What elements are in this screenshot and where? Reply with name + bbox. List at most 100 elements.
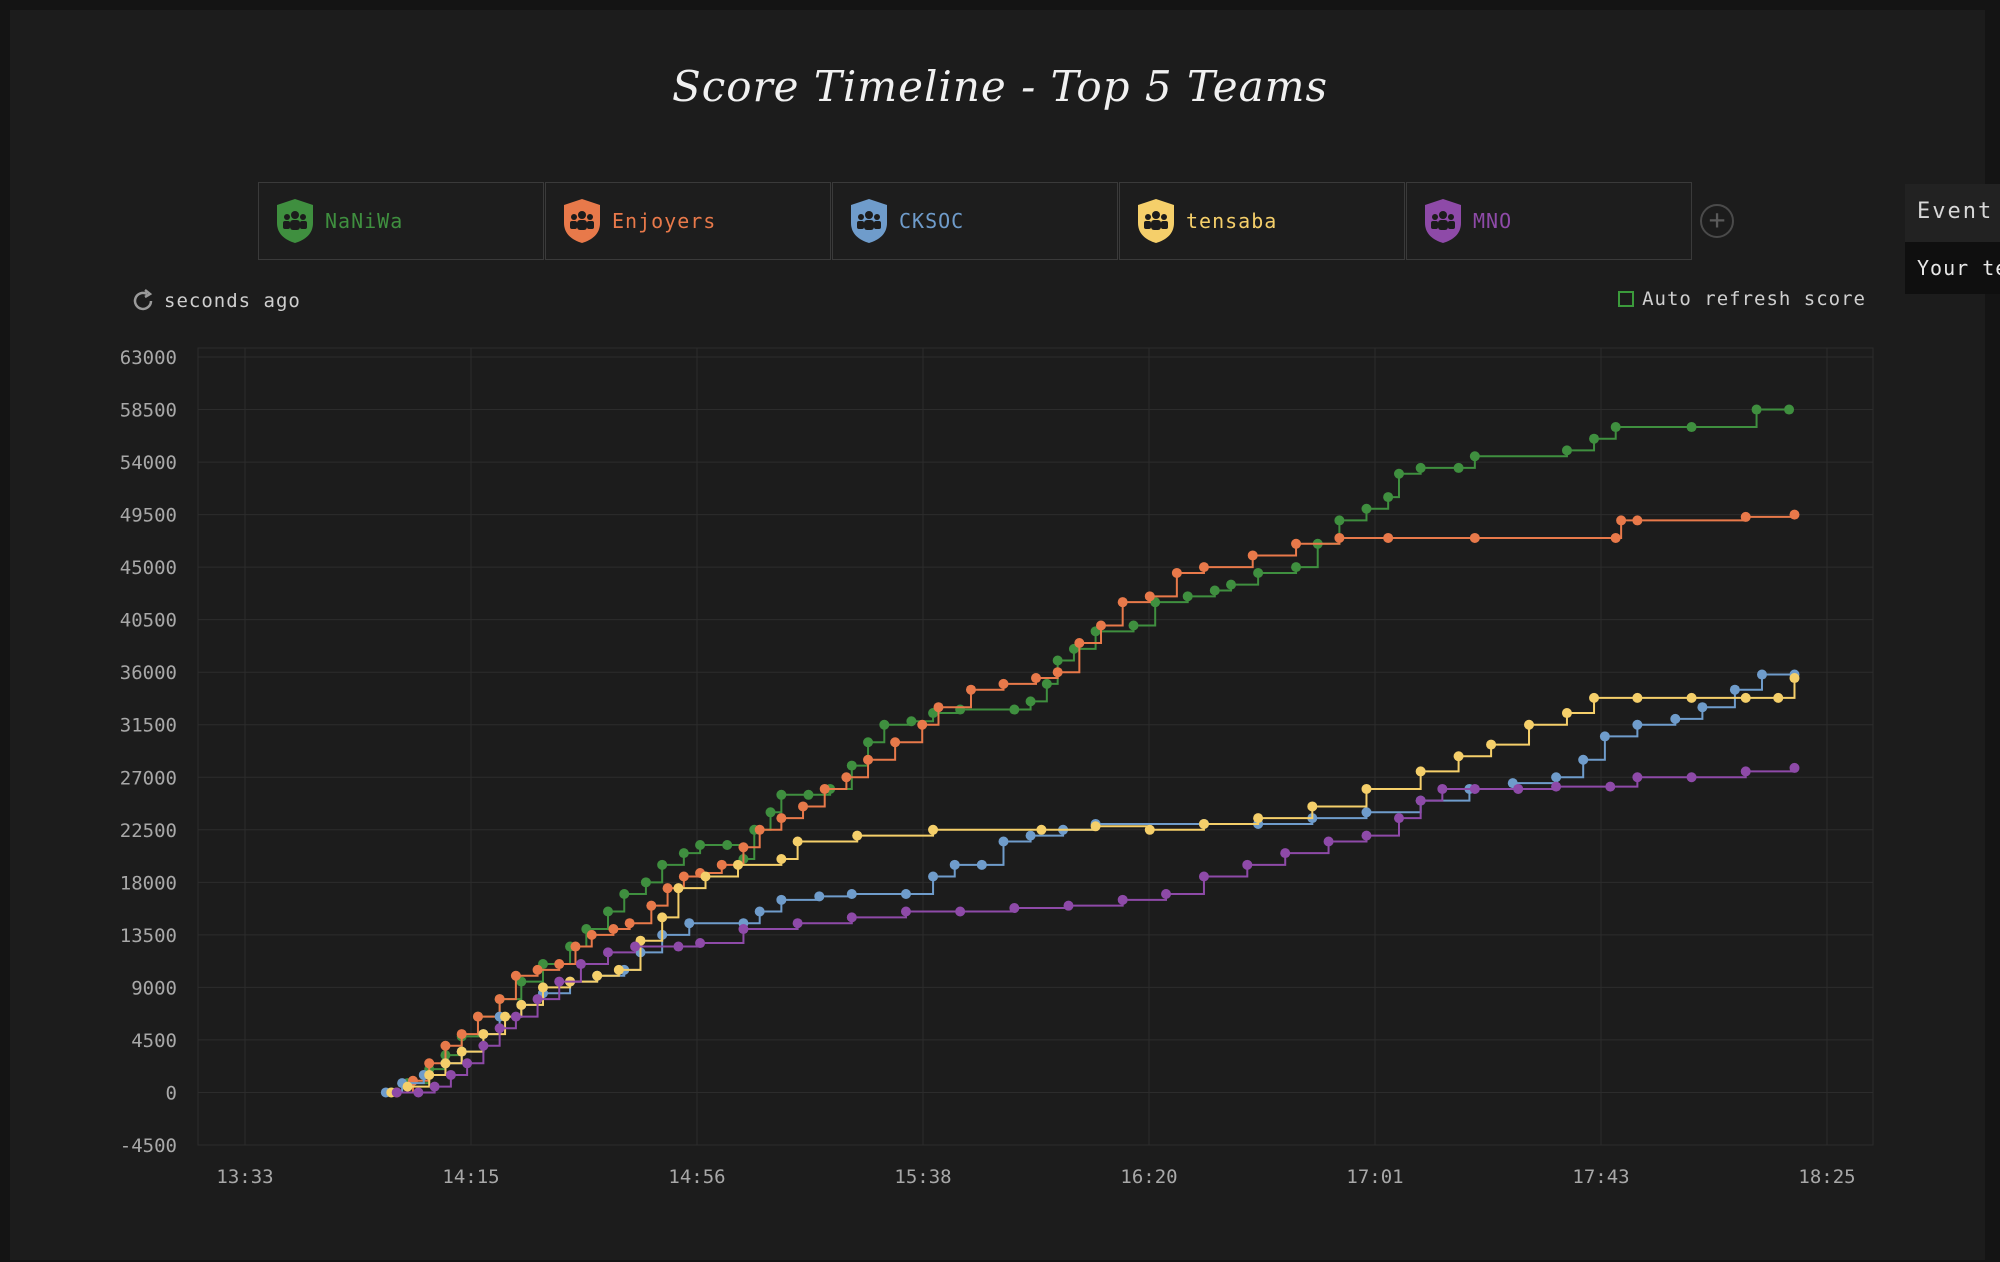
- data-point-tensaba: [1453, 751, 1464, 762]
- data-point-mno: [1686, 772, 1697, 783]
- data-point-naniwa: [1686, 422, 1697, 433]
- data-point-tensaba: [1632, 692, 1643, 703]
- team-legend: NaNiWa Enjoyers CKSOC tensaba MNO: [258, 182, 1693, 262]
- chart-title: Score Timeline - Top 5 Teams: [671, 62, 1329, 111]
- data-point-enjoyers: [570, 941, 581, 952]
- series-line-enjoyers: [396, 514, 1796, 1094]
- data-point-cksoc: [776, 894, 787, 905]
- add-team-button[interactable]: +: [1700, 204, 1734, 238]
- data-point-tensaba: [1036, 824, 1047, 835]
- data-point-cksoc: [1599, 731, 1610, 742]
- data-point-mno: [494, 1023, 505, 1034]
- legend-item-cksoc[interactable]: CKSOC: [832, 182, 1118, 260]
- data-point-naniwa: [695, 839, 706, 850]
- y-tick-label: 40500: [120, 610, 177, 632]
- data-point-enjoyers: [1198, 562, 1209, 573]
- legend-item-naniwa[interactable]: NaNiWa: [258, 182, 544, 260]
- data-point-cksoc: [1025, 830, 1036, 841]
- y-tick-label: -4500: [120, 1135, 177, 1157]
- refresh-status[interactable]: seconds ago: [130, 288, 301, 314]
- data-point-naniwa: [1751, 404, 1762, 415]
- data-point-cksoc: [1361, 807, 1372, 818]
- data-point-mno: [695, 938, 706, 949]
- data-point-tensaba: [1144, 824, 1155, 835]
- auto-refresh-label: Auto refresh score: [1642, 288, 1866, 310]
- data-point-cksoc: [928, 871, 939, 882]
- data-point-mno: [602, 947, 613, 958]
- data-point-tensaba: [1773, 692, 1784, 703]
- x-tick-label: 17:01: [1346, 1166, 1403, 1188]
- data-point-mno: [792, 918, 803, 929]
- data-point-tensaba: [700, 871, 711, 882]
- x-tick-label: 14:15: [442, 1166, 499, 1188]
- data-point-naniwa: [678, 848, 689, 859]
- data-point-enjoyers: [819, 783, 830, 794]
- data-point-tensaba: [928, 824, 939, 835]
- data-point-cksoc: [684, 918, 695, 929]
- auto-refresh-toggle[interactable]: Auto refresh score: [1618, 288, 1866, 310]
- event-tab[interactable]: Event: [1905, 184, 2000, 242]
- data-point-enjoyers: [424, 1058, 435, 1069]
- data-point-tensaba: [733, 859, 744, 870]
- data-point-cksoc: [998, 836, 1009, 847]
- data-point-mno: [1280, 848, 1291, 859]
- data-point-naniwa: [1453, 462, 1464, 473]
- data-point-tensaba: [1561, 708, 1572, 719]
- legend-item-mno[interactable]: MNO: [1406, 182, 1692, 260]
- data-point-enjoyers: [1632, 515, 1643, 526]
- data-point-tensaba: [402, 1081, 413, 1092]
- data-point-enjoyers: [1052, 667, 1063, 678]
- data-point-enjoyers: [532, 964, 543, 975]
- data-point-naniwa: [619, 889, 630, 900]
- data-point-naniwa: [803, 789, 814, 800]
- data-point-cksoc: [1697, 702, 1708, 713]
- y-tick-label: 36000: [120, 662, 177, 684]
- data-point-mno: [630, 941, 641, 952]
- data-point-enjoyers: [494, 994, 505, 1005]
- data-point-naniwa: [1361, 503, 1372, 514]
- auto-refresh-checkbox[interactable]: [1618, 291, 1635, 307]
- data-point-mno: [1605, 781, 1616, 792]
- data-point-naniwa: [1041, 678, 1052, 689]
- legend-item-enjoyers[interactable]: Enjoyers: [545, 182, 831, 260]
- data-point-enjoyers: [1117, 597, 1128, 608]
- y-tick-label: 63000: [120, 347, 177, 369]
- data-point-naniwa: [640, 877, 651, 888]
- data-point-mno: [1437, 783, 1448, 794]
- data-point-tensaba: [456, 1046, 467, 1057]
- series-line-cksoc: [385, 673, 1795, 1094]
- data-point-enjoyers: [1074, 638, 1085, 649]
- legend-item-tensaba[interactable]: tensaba: [1119, 182, 1405, 260]
- legend-label: MNO: [1473, 209, 1513, 233]
- data-point-mno: [900, 906, 911, 917]
- y-tick-label: 54000: [120, 452, 177, 474]
- refresh-time-text: seconds ago: [164, 290, 301, 312]
- team-shield-icon: [564, 199, 600, 243]
- y-tick-label: 45000: [120, 557, 177, 579]
- data-point-enjoyers: [554, 959, 565, 970]
- data-point-tensaba: [776, 853, 787, 864]
- data-point-tensaba: [1090, 821, 1101, 832]
- data-point-cksoc: [846, 889, 857, 900]
- data-point-naniwa: [1128, 620, 1139, 631]
- data-point-mno: [554, 976, 565, 987]
- data-point-enjoyers: [678, 871, 689, 882]
- data-point-naniwa: [722, 839, 733, 850]
- data-point-naniwa: [846, 760, 857, 771]
- data-point-naniwa: [1589, 433, 1600, 444]
- x-tick-label: 14:56: [668, 1166, 725, 1188]
- data-point-enjoyers: [1616, 515, 1627, 526]
- data-point-naniwa: [1610, 422, 1621, 433]
- data-point-enjoyers: [965, 684, 976, 695]
- data-point-enjoyers: [1247, 550, 1258, 561]
- data-point-tensaba: [500, 1011, 511, 1022]
- data-point-tensaba: [1740, 692, 1751, 703]
- data-point-enjoyers: [624, 918, 635, 929]
- data-point-enjoyers: [472, 1011, 483, 1022]
- data-point-mno: [1161, 889, 1172, 900]
- data-point-mno: [1323, 836, 1334, 847]
- data-point-enjoyers: [716, 859, 727, 870]
- data-point-enjoyers: [1383, 532, 1394, 543]
- data-point-mno: [1117, 894, 1128, 905]
- data-point-mno: [1393, 813, 1404, 824]
